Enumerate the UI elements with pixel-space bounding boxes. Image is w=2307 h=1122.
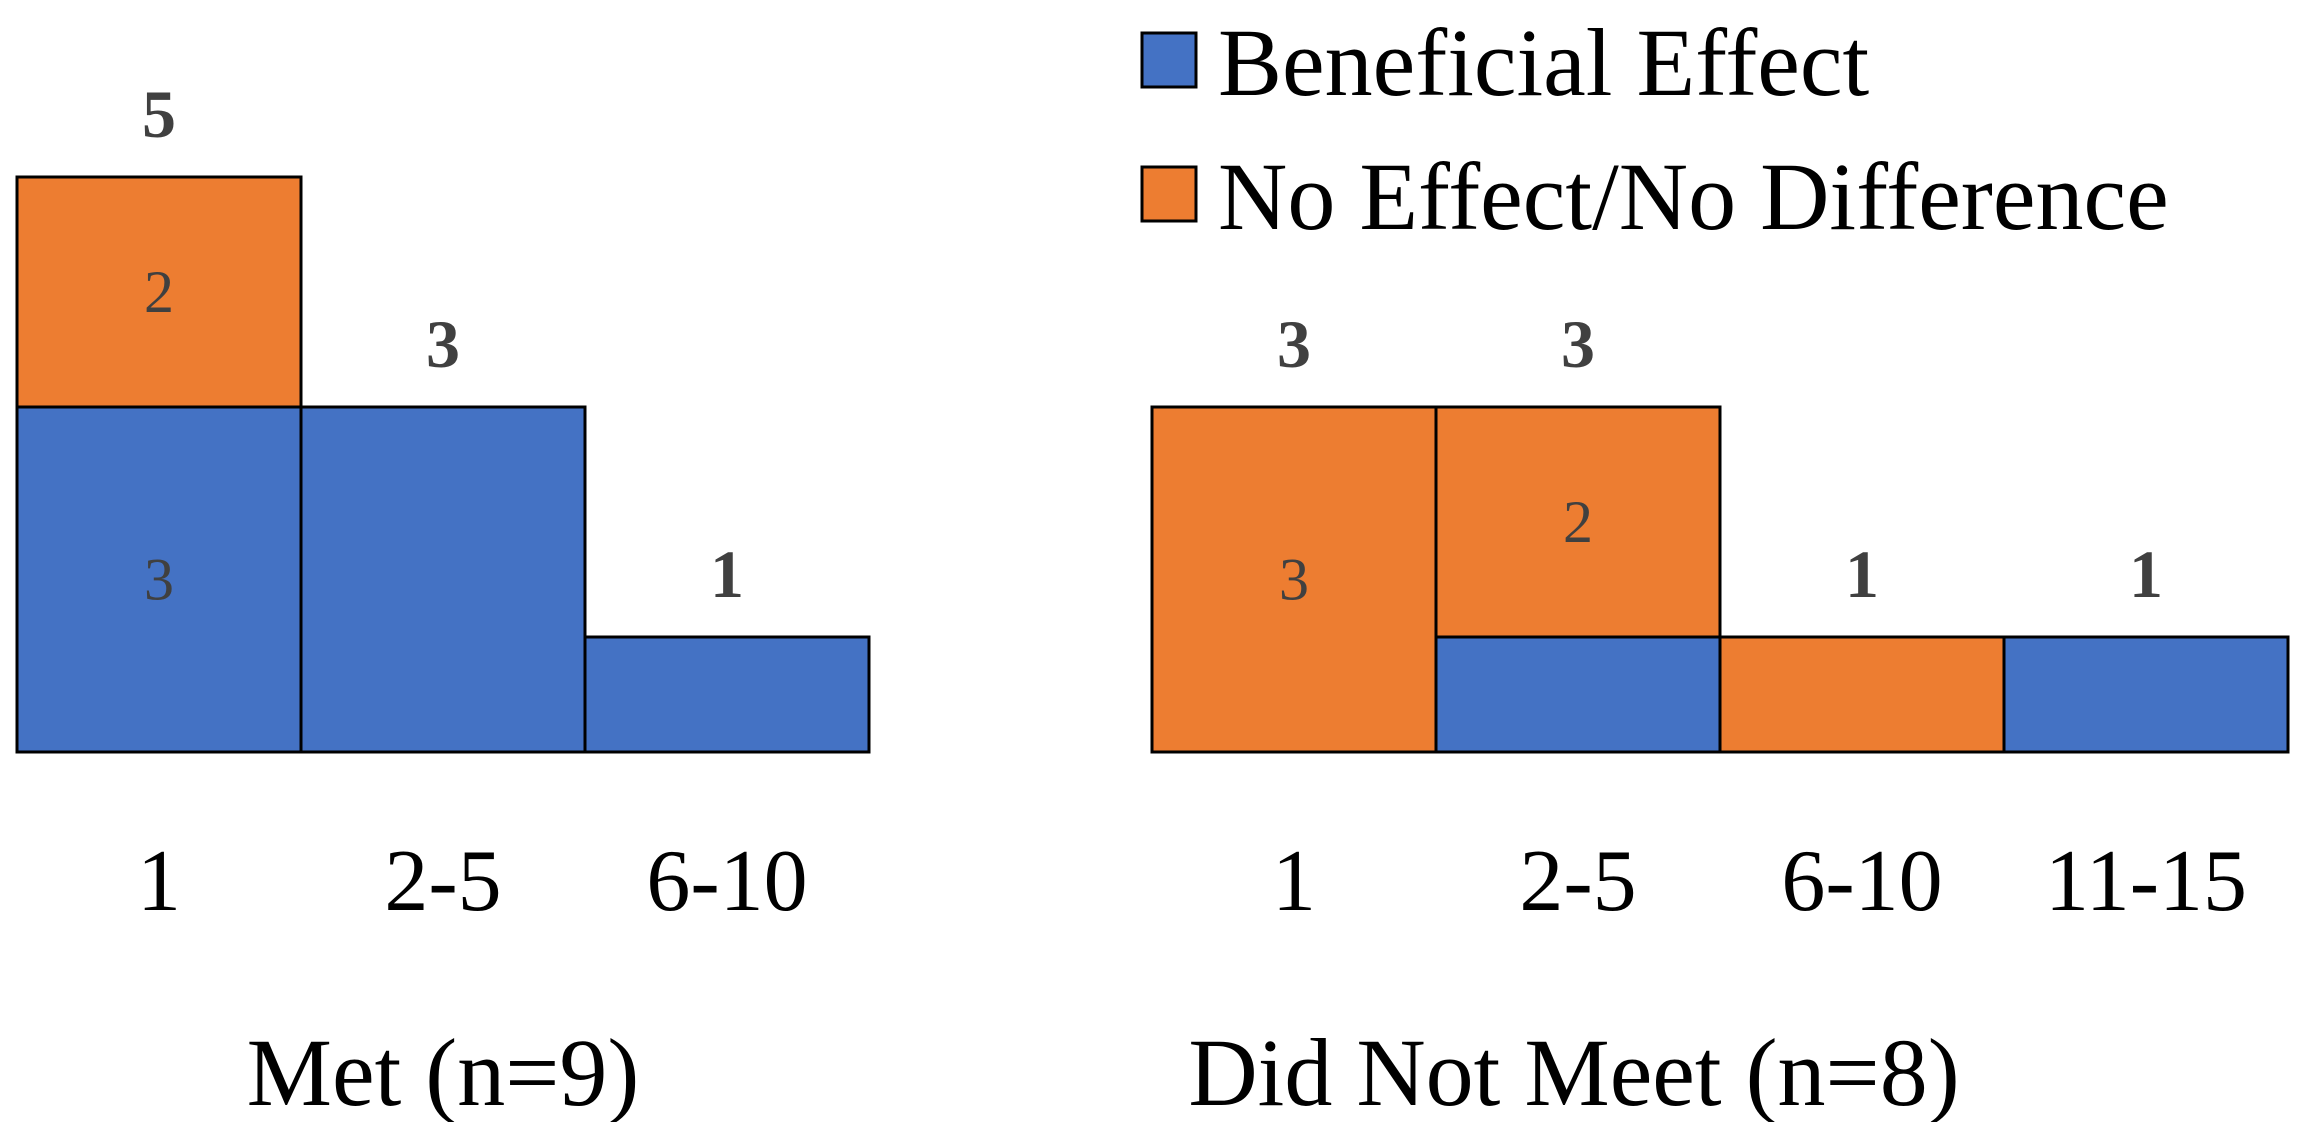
bar-segment-beneficial xyxy=(2002,635,2290,754)
bar-segment-no-effect xyxy=(1434,405,1722,639)
bar-segment-no-effect xyxy=(1150,405,1438,754)
bar-segment-beneficial xyxy=(15,405,303,754)
legend: Beneficial Effect No Effect/No Difference xyxy=(1140,9,2169,250)
bar-group-did-not-meet: 3 3 1 2 3 2-5 1 6-10 1 11-15 Did Not Meet (n=8) xyxy=(1150,306,2290,1122)
bar-total-label: 3 xyxy=(1277,306,1311,382)
segment-value-label: 3 xyxy=(144,547,174,613)
legend-label-beneficial: Beneficial Effect xyxy=(1218,9,1870,116)
legend-label-no-effect: No Effect/No Difference xyxy=(1218,143,2169,250)
bar-total-label: 1 xyxy=(1845,536,1879,612)
category-tick-label: 1 xyxy=(1272,833,1316,930)
segment-value-label: 2 xyxy=(144,259,174,325)
segment-value-label: 3 xyxy=(1279,547,1309,613)
category-tick-label: 2-5 xyxy=(1519,833,1636,930)
category-tick-label: 2-5 xyxy=(384,833,501,930)
legend-swatch-beneficial xyxy=(1140,31,1198,89)
legend-swatch-no-effect xyxy=(1140,165,1198,223)
bar-segment-no-effect xyxy=(1718,635,2006,754)
group-label-did-not-meet: Did Not Meet (n=8) xyxy=(1188,1019,1959,1122)
category-tick-label: 6-10 xyxy=(1781,833,1942,930)
bar-segment-beneficial xyxy=(1434,635,1722,754)
bar-total-label: 1 xyxy=(710,536,744,612)
bar-total-label: 3 xyxy=(426,306,460,382)
bar-segment-beneficial xyxy=(583,635,871,754)
segment-value-label: 2 xyxy=(1563,489,1593,555)
category-tick-label: 11-15 xyxy=(2045,833,2247,930)
bar-total-label: 3 xyxy=(1561,306,1595,382)
category-tick-label: 1 xyxy=(137,833,181,930)
bar-total-label: 5 xyxy=(142,76,176,152)
bar-total-label: 1 xyxy=(2129,536,2163,612)
bar-segment-no-effect xyxy=(15,175,303,409)
category-tick-label: 6-10 xyxy=(646,833,807,930)
group-label-met: Met (n=9) xyxy=(247,1019,640,1122)
bar-segment-beneficial xyxy=(299,405,587,754)
